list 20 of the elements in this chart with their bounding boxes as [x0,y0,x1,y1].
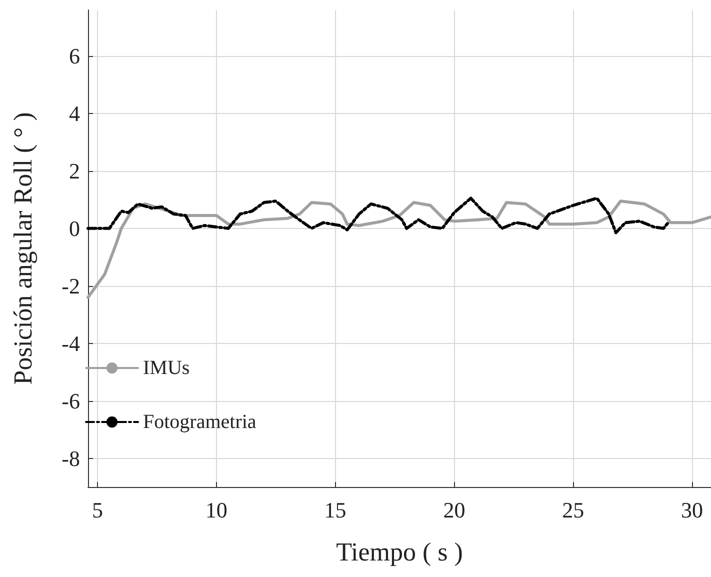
y-tick-label: -8 [62,446,80,471]
y-axis-title: Posición angular Roll ( ° ) [8,112,38,385]
line-series [86,200,711,299]
x-tick-label: 15 [324,498,346,522]
x-tick-label: 10 [205,498,228,522]
x-tick-label: 30 [680,498,703,522]
y-tick-label: 2 [69,158,80,184]
y-tick-label: 4 [69,100,80,126]
x-tick-label: 5 [92,498,104,522]
y-tick-label: 0 [69,216,80,241]
y-tick-label: -4 [62,330,80,356]
legend-label: Fotogrametria [143,411,256,433]
y-tick-label: 6 [69,43,80,68]
line-series [86,196,670,234]
x-tick-label: 25 [562,498,584,522]
x-tick-label: 20 [443,498,466,522]
x-axis-title: Tiempo ( s ) [336,538,463,566]
y-tick-label: -2 [62,273,80,298]
y-tick-label: -6 [62,388,80,414]
legend-label: IMUs [143,357,190,379]
